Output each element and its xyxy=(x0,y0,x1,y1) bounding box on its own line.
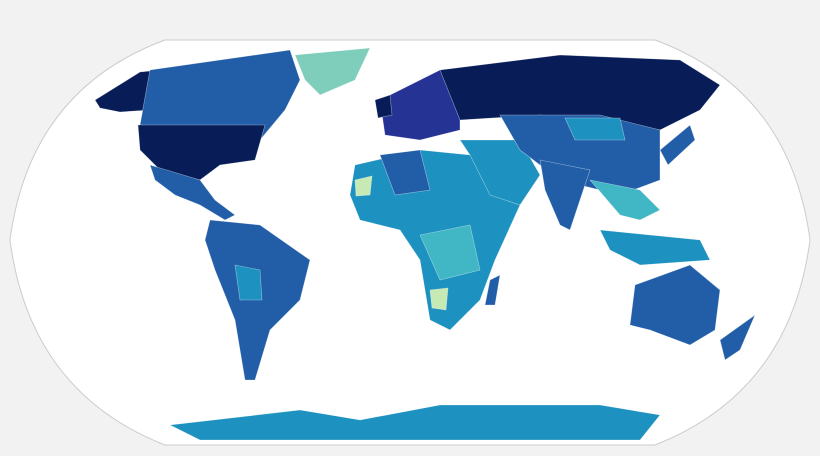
india xyxy=(539,159,591,231)
countries xyxy=(94,47,756,441)
antarctica xyxy=(168,404,661,441)
bolivia-region xyxy=(234,264,263,301)
australia xyxy=(629,264,721,346)
central-america xyxy=(149,164,236,221)
russia xyxy=(439,54,721,131)
indonesia xyxy=(599,229,711,266)
north-africa xyxy=(379,149,431,196)
west-africa-light xyxy=(354,175,373,197)
japan xyxy=(659,124,696,166)
united-states xyxy=(137,124,266,181)
new-zealand xyxy=(719,314,756,361)
mongolia xyxy=(564,117,626,141)
madagascar xyxy=(484,274,501,306)
united-kingdom xyxy=(374,94,393,119)
greenland xyxy=(294,47,371,96)
southern-africa-light xyxy=(429,287,449,311)
central-africa xyxy=(419,224,481,281)
southeast-asia xyxy=(589,179,661,221)
